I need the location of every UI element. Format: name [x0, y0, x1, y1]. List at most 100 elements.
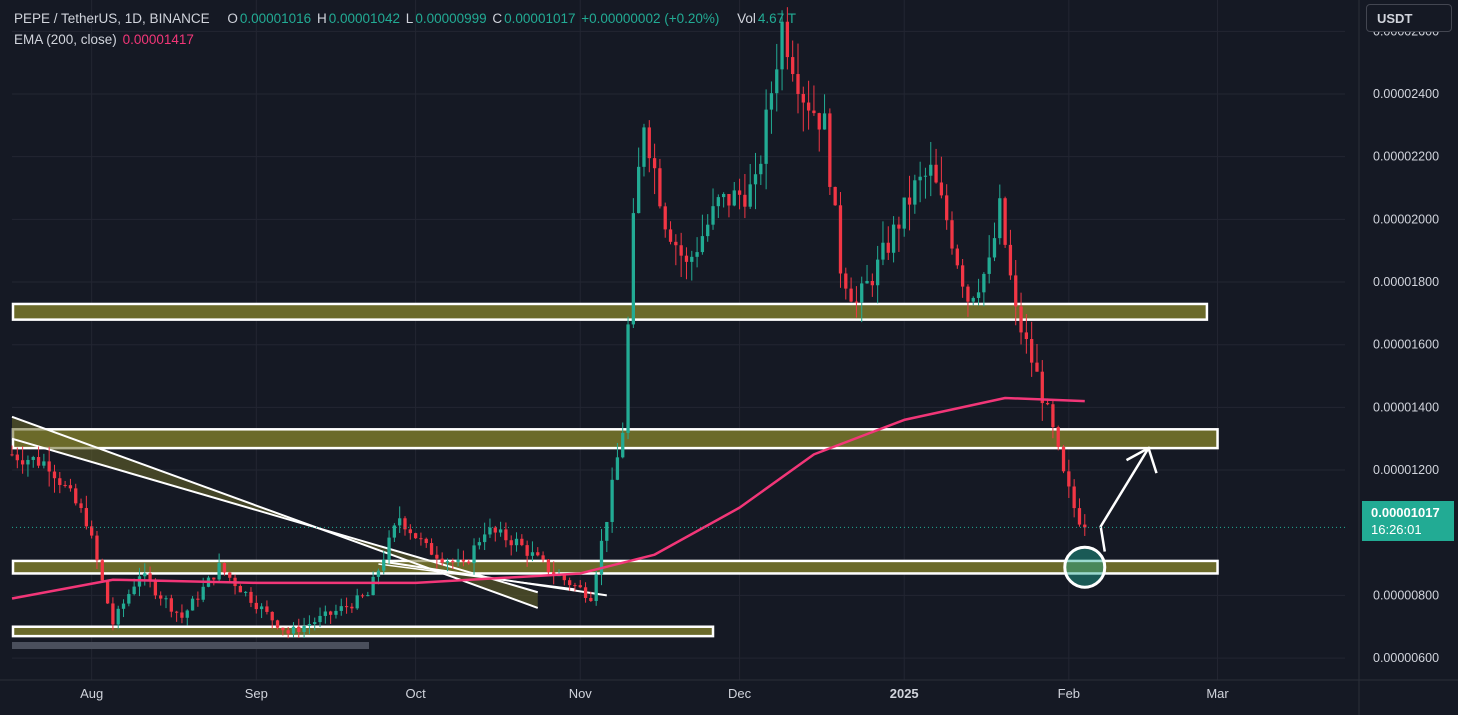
candle-body: [870, 280, 874, 286]
candle-body: [58, 478, 62, 486]
candle-body: [456, 559, 460, 562]
candle-body: [196, 598, 200, 600]
candle-body: [445, 561, 450, 563]
candle-body: [578, 585, 582, 588]
candle-body: [902, 197, 906, 229]
candle-body: [658, 168, 662, 207]
candle-body: [275, 620, 280, 628]
candle-body: [212, 577, 216, 580]
candle-body: [546, 559, 551, 573]
candle-body: [695, 252, 699, 257]
price-tick-label: 0.00002000: [1373, 212, 1439, 226]
high-label: H: [316, 11, 327, 26]
candle-body: [259, 606, 264, 610]
candle-body: [15, 454, 19, 461]
candle-body: [254, 602, 258, 610]
candle-body: [700, 236, 705, 253]
candle-body: [706, 224, 710, 237]
time-tick-label: Oct: [406, 686, 427, 701]
candle-body: [1072, 486, 1076, 509]
candle-body: [998, 198, 1002, 239]
candle-body: [360, 595, 365, 597]
last-price-value: 0.00001017: [1371, 505, 1440, 520]
volume-label: Vol: [737, 11, 756, 26]
candle-body: [302, 625, 306, 633]
candle-body: [876, 259, 880, 286]
trend-line: [11, 437, 539, 594]
candle-body: [536, 552, 540, 556]
candle-body: [376, 570, 381, 577]
last-price-tag: 0.00001017 16:26:01: [1362, 501, 1454, 541]
candle-body: [371, 576, 375, 596]
price-tick-label: 0.00001200: [1373, 463, 1439, 477]
bar-countdown: 16:26:01: [1371, 522, 1422, 537]
candle-body: [398, 518, 402, 526]
candle-body: [891, 224, 896, 253]
candle-body: [1077, 508, 1082, 525]
candle-body: [339, 606, 343, 611]
candle-body: [621, 432, 625, 458]
candle-body: [743, 194, 747, 207]
candle-body: [530, 552, 535, 556]
candle-body: [642, 127, 646, 167]
candle-body: [84, 508, 88, 527]
candle-body: [355, 595, 359, 609]
candle-body: [982, 273, 986, 293]
candle-body: [950, 220, 954, 249]
candle-body: [785, 21, 790, 58]
time-tick-label: Sep: [245, 686, 268, 701]
candle-body: [594, 574, 598, 601]
candle-body: [923, 175, 928, 177]
candle-body: [111, 603, 115, 625]
candle-body: [583, 587, 588, 598]
candle-body: [939, 182, 944, 196]
close-value: 0.00001017: [504, 11, 576, 26]
candle-body: [971, 297, 975, 302]
price-tick-label: 0.00001600: [1373, 338, 1439, 352]
candle-body: [116, 608, 120, 625]
low-value: 0.00000999: [415, 11, 487, 26]
candle-body: [737, 190, 742, 195]
candle-body: [1067, 471, 1071, 487]
candle-body: [318, 615, 322, 623]
candle-body: [865, 280, 869, 284]
price-tick-label: 0.00000800: [1373, 588, 1439, 602]
candle-body: [190, 598, 195, 611]
currency-button[interactable]: USDT: [1366, 4, 1452, 32]
chart-legend: PEPE / TetherUS, 1D, BINANCE O 0.00001016…: [14, 8, 798, 50]
candle-body: [1056, 427, 1060, 447]
trend-line: [378, 563, 576, 590]
candle-body: [573, 585, 577, 587]
candle-body: [801, 93, 805, 103]
candle-body: [966, 286, 970, 302]
candle-body: [992, 238, 997, 258]
projection-arrow: [1099, 447, 1150, 552]
candle-body: [20, 460, 25, 465]
candle-body: [881, 242, 885, 260]
candle-body: [387, 537, 391, 560]
candle-body: [47, 461, 51, 472]
candle-body: [344, 606, 349, 608]
candle-body: [541, 555, 545, 560]
candle-body: [440, 558, 444, 563]
candle-body: [74, 488, 78, 504]
candle-body: [403, 518, 407, 530]
time-tick-label: 2025: [890, 686, 919, 701]
candle-body: [764, 109, 768, 164]
candle-body: [897, 224, 901, 229]
candle-body: [934, 164, 938, 183]
candle-body: [615, 457, 620, 480]
candle-body: [886, 242, 890, 253]
candle-body: [796, 74, 800, 94]
candle-body: [605, 521, 609, 541]
candle-body: [424, 538, 428, 544]
time-tick-label: Mar: [1206, 686, 1229, 701]
candle-body: [413, 533, 418, 539]
candle-body: [291, 626, 296, 634]
candle-body: [350, 606, 354, 609]
candle-body: [451, 561, 455, 563]
candle-body: [238, 586, 243, 593]
candle-body: [95, 535, 99, 561]
candle-body: [270, 611, 274, 621]
